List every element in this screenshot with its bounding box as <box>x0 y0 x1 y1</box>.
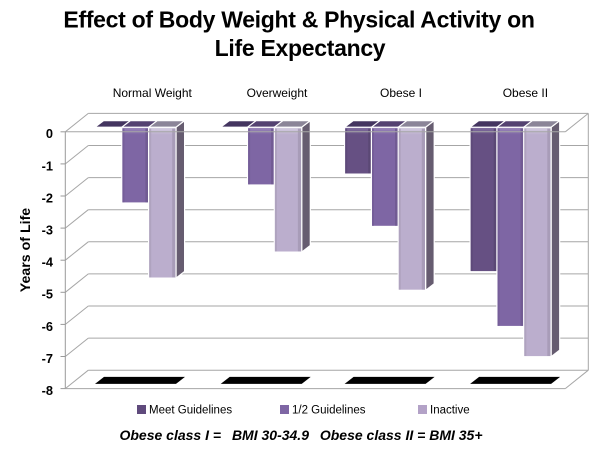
svg-text:Overweight: Overweight <box>247 86 308 100</box>
svg-text:Obese I: Obese I <box>380 86 422 100</box>
svg-text:Years of Life: Years of Life <box>18 208 34 292</box>
svg-text:-8: -8 <box>42 383 53 398</box>
svg-text:-3: -3 <box>42 223 53 238</box>
svg-text:Effect of Body Weight & Physic: Effect of Body Weight & Physical Activit… <box>63 6 534 32</box>
svg-text:Meet Guidelines: Meet Guidelines <box>149 405 232 417</box>
svg-text:Inactive: Inactive <box>430 405 470 417</box>
svg-text:-2: -2 <box>42 190 53 205</box>
svg-text:-6: -6 <box>42 319 53 334</box>
svg-text:Life Expectancy: Life Expectancy <box>215 35 386 61</box>
svg-text:-5: -5 <box>42 287 53 302</box>
svg-text:Normal Weight: Normal Weight <box>113 86 193 100</box>
svg-text:0: 0 <box>46 126 53 141</box>
svg-text:Obese II: Obese II <box>503 86 548 100</box>
svg-text:-7: -7 <box>42 351 53 366</box>
svg-text:Obese class I = BMI 30-34.9: Obese class I = BMI 30-34.9 Obese class … <box>119 427 482 443</box>
svg-text:-1: -1 <box>42 158 53 173</box>
svg-text:1/2 Guidelines: 1/2 Guidelines <box>292 405 366 417</box>
svg-text:-4: -4 <box>42 255 54 270</box>
